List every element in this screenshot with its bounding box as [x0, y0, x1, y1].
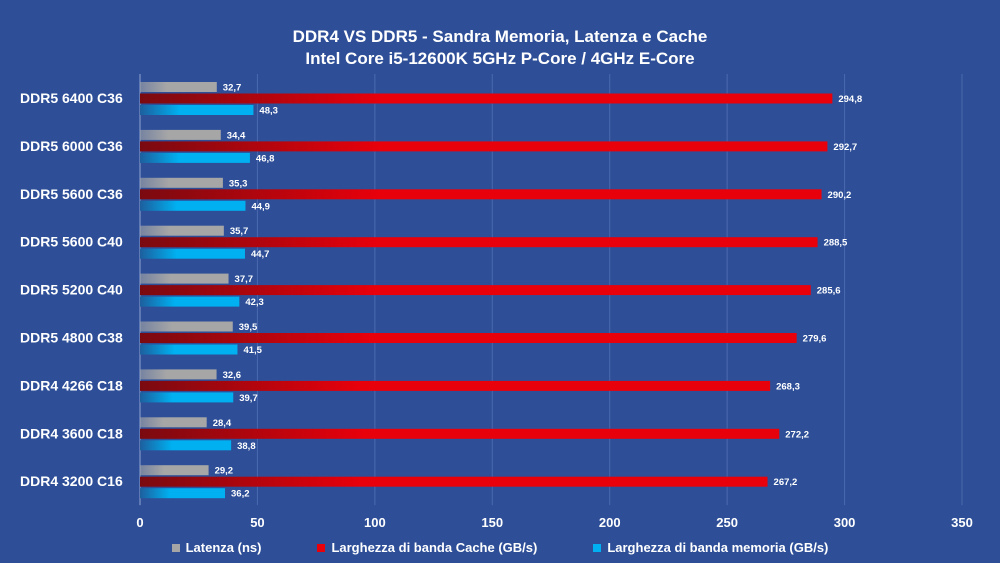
bar	[140, 392, 234, 403]
data-label: 35,7	[230, 226, 249, 237]
data-label: 41,5	[243, 345, 262, 356]
bar	[140, 285, 811, 296]
bar	[140, 296, 240, 307]
x-tick-label: 0	[136, 515, 143, 530]
category-label: DDR4 4266 C18	[20, 377, 123, 393]
bar	[140, 321, 233, 332]
chart-title: DDR4 VS DDR5 - Sandra Memoria, Latenza e…	[292, 27, 708, 46]
x-tick-label: 100	[364, 515, 386, 530]
category-label: DDR4 3600 C18	[20, 425, 123, 441]
legend-item-latency: Latenza (ns)	[171, 540, 262, 555]
data-label: 29,2	[215, 466, 234, 477]
bar	[140, 488, 226, 499]
legend-label-latency: Latenza (ns)	[185, 540, 262, 555]
data-label: 38,8	[237, 441, 256, 452]
data-label: 36,2	[231, 489, 250, 500]
category-label: DDR5 5600 C40	[20, 234, 123, 250]
data-label: 32,7	[223, 83, 242, 94]
category-label: DDR5 5600 C36	[20, 186, 123, 202]
data-label: 42,3	[245, 297, 264, 308]
x-tick-label: 200	[599, 515, 621, 530]
data-label: 48,3	[259, 106, 278, 117]
bar	[140, 189, 822, 200]
bar	[140, 237, 818, 248]
bar	[140, 440, 232, 451]
bar	[140, 380, 771, 391]
legend-swatch-latency	[171, 543, 180, 552]
bar	[140, 476, 768, 487]
chart-legend: Latenza (ns) Larghezza di banda Cache (G…	[0, 540, 1000, 555]
data-label: 28,4	[213, 418, 232, 429]
category-label: DDR4 3200 C16	[20, 473, 123, 489]
bar	[140, 333, 797, 343]
bar	[140, 129, 221, 140]
bar	[140, 200, 246, 211]
category-label: DDR5 6000 C36	[20, 138, 123, 154]
bar	[140, 465, 209, 476]
data-label: 272,2	[785, 429, 809, 440]
bar	[140, 141, 828, 152]
legend-item-memory-bandwidth: Larghezza di banda memoria (GB/s)	[593, 540, 828, 555]
data-label: 46,8	[256, 153, 275, 164]
bar	[140, 225, 224, 236]
category-label: DDR5 6400 C36	[20, 90, 123, 106]
data-label: 44,9	[251, 201, 270, 212]
category-label: DDR5 5200 C40	[20, 282, 123, 298]
x-tick-label: 150	[481, 515, 503, 530]
x-tick-label: 250	[716, 515, 738, 530]
bar	[140, 428, 780, 439]
x-tick-label: 300	[834, 515, 856, 530]
data-label: 279,6	[803, 334, 827, 345]
data-label: 35,3	[229, 178, 248, 189]
category-label: DDR5 4800 C38	[20, 330, 123, 346]
data-label: 290,2	[828, 190, 852, 201]
data-label: 32,6	[223, 370, 242, 381]
x-tick-label: 50	[250, 515, 264, 530]
bar	[140, 82, 217, 92]
bar	[140, 152, 250, 163]
data-label: 288,5	[824, 238, 848, 249]
data-label: 39,5	[239, 322, 258, 333]
data-label: 268,3	[776, 381, 800, 392]
data-label: 37,7	[235, 274, 254, 285]
bar	[140, 105, 254, 115]
x-tick-label: 350	[951, 515, 973, 530]
bar	[140, 273, 229, 284]
data-label: 267,2	[774, 477, 798, 488]
bar	[140, 369, 217, 380]
bar	[140, 344, 238, 355]
data-label: 44,7	[251, 249, 270, 260]
legend-label-cache-bandwidth: Larghezza di banda Cache (GB/s)	[331, 540, 538, 555]
data-label: 285,6	[817, 286, 841, 297]
data-label: 294,8	[838, 94, 862, 105]
bar	[140, 417, 207, 428]
legend-swatch-memory-bandwidth	[593, 543, 602, 552]
data-label: 39,7	[239, 393, 258, 404]
chart-subtitle: Intel Core i5-12600K 5GHz P-Core / 4GHz …	[305, 49, 695, 68]
bar	[140, 177, 223, 188]
data-label: 34,4	[227, 130, 246, 141]
data-label: 292,7	[833, 142, 857, 153]
bar	[140, 93, 833, 104]
legend-swatch-cache-bandwidth	[317, 543, 326, 552]
bar	[140, 248, 245, 259]
legend-label-memory-bandwidth: Larghezza di banda memoria (GB/s)	[607, 540, 829, 555]
legend-item-cache-bandwidth: Larghezza di banda Cache (GB/s)	[317, 540, 537, 555]
